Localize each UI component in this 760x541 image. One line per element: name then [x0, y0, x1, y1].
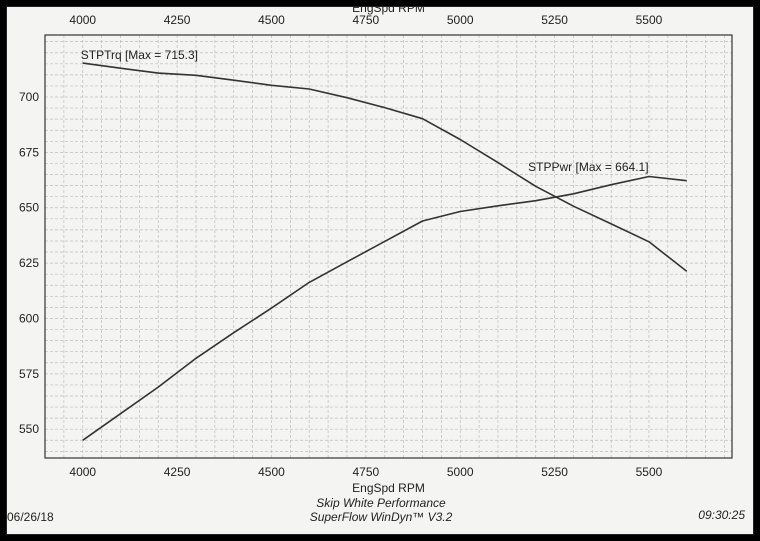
- x-tick-label: 5250: [541, 465, 568, 479]
- x-tick-label: 4250: [164, 465, 191, 479]
- footer-time: 09:30:25: [698, 508, 745, 522]
- series-label-1: STPPwr [Max = 664.1]: [528, 160, 648, 174]
- x-axis-title-top: EngSpd RPM: [352, 7, 425, 15]
- y-tick-label: 650: [19, 201, 39, 215]
- y-tick-label: 700: [19, 90, 39, 104]
- x-tick-label-top: 5250: [541, 13, 568, 27]
- y-tick-label: 625: [19, 256, 39, 270]
- x-axis-title: EngSpd RPM: [352, 481, 425, 495]
- x-tick-label: 5000: [447, 465, 474, 479]
- dyno-sheet: 4000 4000 4250 4250 4500 4500 4750 4750 5000 5000…: [6, 6, 754, 535]
- x-tick-label: 4500: [258, 465, 285, 479]
- y-tick-label: 575: [19, 367, 39, 381]
- footer-company: Skip White Performance: [316, 496, 446, 510]
- y-tick-label: 600: [19, 311, 39, 325]
- x-tick-label-top: 4500: [258, 13, 285, 27]
- y-tick-label: 675: [19, 145, 39, 159]
- footer-software: SuperFlow WinDyn™ V3.2: [309, 510, 453, 524]
- x-tick-label: 5500: [636, 465, 663, 479]
- footer-date: 06/26/18: [7, 510, 54, 524]
- x-tick-label-top: 4750: [353, 13, 380, 27]
- tick-labels: 4000 4000 4250 4250 4500 4500 4750 4750 5000 5000…: [19, 13, 663, 479]
- x-tick-label-top: 5500: [636, 13, 663, 27]
- series-line-0: [82, 62, 688, 272]
- series-line-1: [82, 175, 687, 441]
- y-tick-label: 550: [19, 422, 39, 436]
- plot-frame: [44, 34, 733, 459]
- grid: [45, 35, 732, 458]
- x-tick-label-top: 5000: [447, 13, 474, 27]
- x-tick-label: 4000: [69, 465, 96, 479]
- series: STPTrq [Max = 715.3] STPPwr [Max = 664.1]: [81, 48, 688, 441]
- x-tick-label: 4750: [353, 465, 380, 479]
- x-tick-label-top: 4250: [164, 13, 191, 27]
- x-tick-label-top: 4000: [69, 13, 96, 27]
- dyno-chart: 4000 4000 4250 4250 4500 4500 4750 4750 5000 5000…: [19, 7, 733, 495]
- series-label-0: STPTrq [Max = 715.3]: [81, 48, 198, 62]
